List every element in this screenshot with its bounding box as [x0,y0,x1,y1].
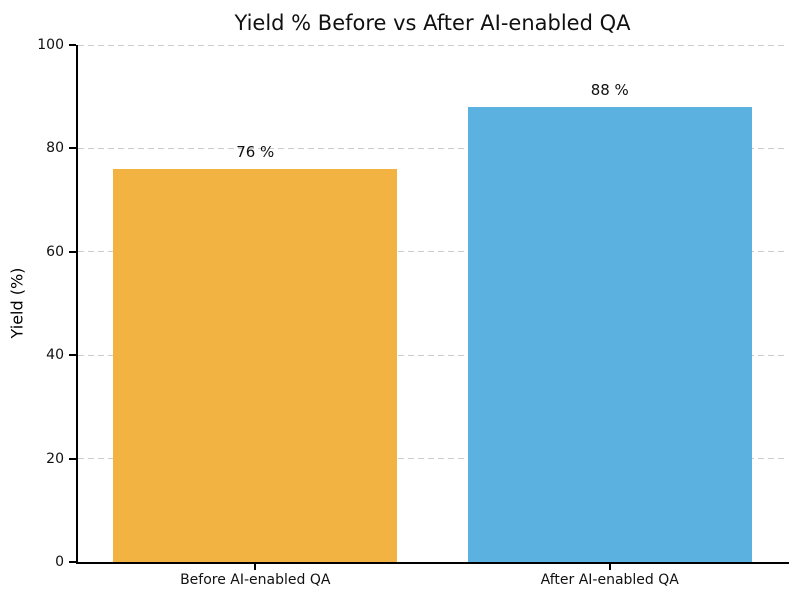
gridline [78,354,787,356]
y-tick-label: 80 [46,140,64,157]
y-tick-label: 20 [46,450,64,467]
y-tick-mark [69,147,76,150]
y-tick-label: 100 [37,37,64,53]
y-tick-label: 0 [55,554,64,570]
y-axis-label-text: Yield (%) [7,267,27,339]
plot-area [76,45,789,564]
y-tick-mark [69,250,76,253]
bar-after-ai-enabled-qa [467,107,752,562]
bar-value-label: 76 % [236,143,275,162]
y-tick-mark [69,561,76,563]
y-tick-mark [69,457,76,460]
gridline [78,147,787,149]
gridline [78,251,787,253]
gridline [78,458,787,460]
bar-before-ai-enabled-qa [113,169,398,562]
x-tick-mark [254,564,257,570]
x-tick-label: Before AI-enabled QA [180,572,331,588]
y-tick-mark [69,44,76,46]
x-tick-label: After AI-enabled QA [540,572,679,588]
gridline [78,44,787,46]
y-tick-label: 40 [46,347,64,364]
bar-value-label: 88 % [590,81,629,100]
x-tick-mark [608,564,611,570]
chart-title: Yield % Before vs After AI-enabled QA [234,11,631,35]
y-tick-label: 60 [46,243,64,260]
y-tick-mark [69,354,76,357]
